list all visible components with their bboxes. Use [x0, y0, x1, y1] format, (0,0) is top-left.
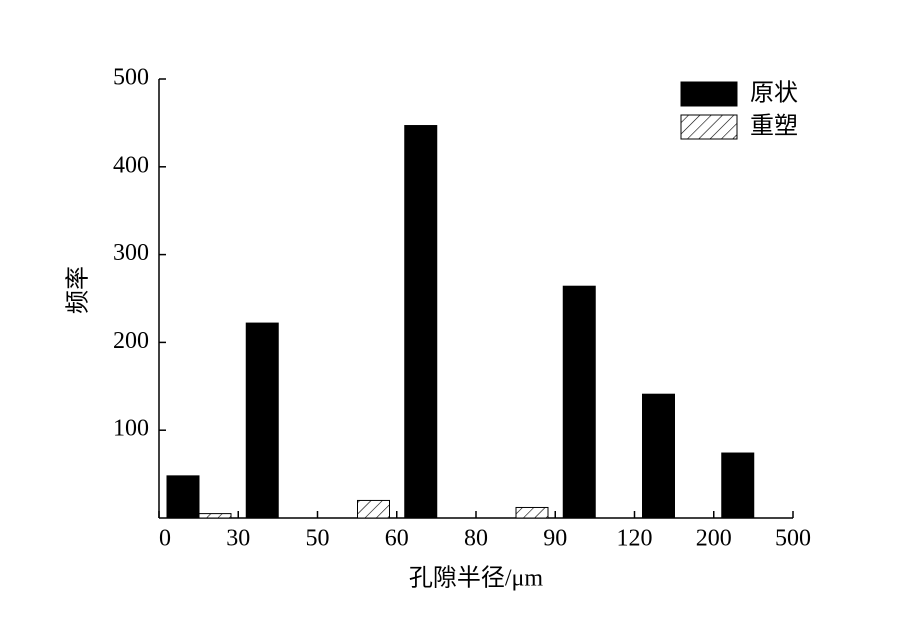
y-tick-label: 500 — [113, 65, 149, 91]
x-tick-label: 60 — [385, 526, 409, 552]
bar — [721, 452, 755, 519]
x-tick-label: 90 — [543, 526, 567, 552]
bar — [562, 285, 596, 519]
legend-label: 重塑 — [750, 113, 798, 140]
bar — [166, 475, 200, 519]
y-tick-label: 200 — [113, 328, 149, 354]
y-tick-label: 400 — [113, 152, 149, 178]
y-tick-label: 300 — [113, 240, 149, 266]
x-tick-label: 0 — [159, 526, 171, 552]
x-tick-label: 120 — [617, 526, 653, 552]
x-tick-label: 30 — [226, 526, 250, 552]
legend-swatch — [680, 114, 738, 140]
legend-swatch — [680, 81, 738, 107]
bar — [245, 322, 279, 519]
y-axis-label: 频率 — [65, 266, 92, 314]
legend-label: 原状 — [750, 80, 798, 107]
bar — [404, 125, 438, 519]
bar — [357, 499, 390, 519]
bar — [642, 393, 675, 519]
y-tick-label: 100 — [113, 416, 149, 442]
x-tick-label: 500 — [775, 526, 811, 552]
bar — [198, 513, 232, 519]
bar — [515, 506, 549, 519]
x-tick-label: 80 — [464, 526, 488, 552]
x-tick-label: 200 — [696, 526, 732, 552]
x-tick-label: 50 — [306, 526, 330, 552]
x-axis-label: 孔隙半径/μm — [409, 565, 544, 592]
